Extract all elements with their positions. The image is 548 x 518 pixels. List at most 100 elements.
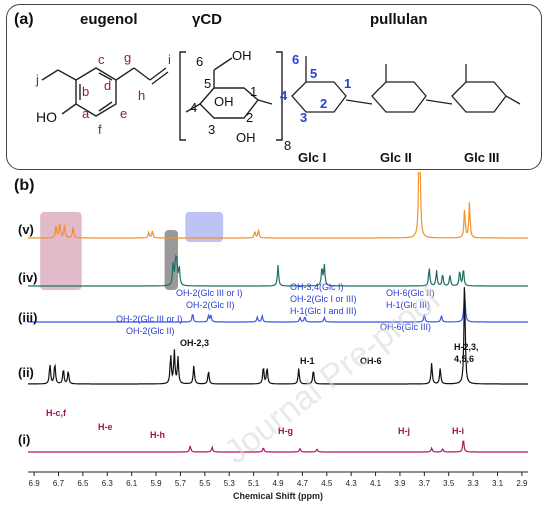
annotation-iii-0: OH-2(Glc III or I)	[176, 288, 243, 298]
annotation-ii-0: OH-2,3	[180, 338, 209, 348]
x-tick-label: 5.1	[248, 479, 260, 488]
cd-number-2: 2	[246, 110, 253, 125]
cd-number-1: 1	[250, 84, 257, 99]
annotation-iii-4: OH-3,4(Glc I)	[290, 282, 344, 292]
x-tick-label: 4.9	[272, 479, 284, 488]
spectrum-trace	[28, 254, 528, 287]
spectrum-trace	[28, 440, 528, 453]
annotation-iii-9: OH-6(Glc III)	[380, 322, 431, 332]
x-tick-label: 4.1	[370, 479, 382, 488]
spectrum-trace	[28, 172, 528, 239]
annotation-iii-5: OH-2(Glc I or III)	[290, 294, 357, 304]
annotation-iii-8: H-1(Glc III)	[386, 300, 430, 310]
eugenol-structure	[41, 67, 169, 117]
pullulan-number-2: 2	[320, 96, 327, 111]
atom-label-e: e	[120, 106, 127, 121]
annotation-ii-1: H-1	[300, 356, 315, 366]
annotations-ii: OH-2,3 H-1 OH-6 H-2,3, 4,5,6	[180, 338, 479, 366]
x-tick-label: 4.3	[346, 479, 358, 488]
trace-label-i: (i)	[18, 432, 30, 447]
gamma-cd-structure	[179, 51, 283, 141]
cd-number-5: 5	[204, 76, 211, 91]
x-tick-label: 3.1	[492, 479, 504, 488]
atom-label-h: h	[138, 88, 145, 103]
unit-label-glc-iii: Glc III	[464, 150, 499, 165]
annotation-iii-7: OH-6(Glc II)	[386, 288, 435, 298]
annotation-iii-1: OH-2(Glc II)	[186, 300, 235, 310]
annotation-ii-3: H-2,3,	[454, 342, 479, 352]
annotation-iii-2: OH-2(Glc III or I)	[116, 314, 183, 324]
title-pullulan: pullulan	[370, 11, 428, 28]
pullulan-number-5: 5	[310, 66, 317, 81]
atom-label-b: b	[82, 84, 89, 99]
cd-number-6: 6	[196, 54, 203, 69]
cd-hydroxyl-6: OH	[232, 48, 252, 63]
nmr-spectra-chart: (b) (v) (iv) (iii) (ii) (i) OH-2(Glc III…	[14, 172, 528, 501]
annotation-i-1: H-e	[98, 422, 113, 432]
x-tick-label: 3.5	[443, 479, 455, 488]
x-tick-label: 5.5	[199, 479, 211, 488]
eugenol-hydroxyl: HO	[36, 109, 57, 125]
atom-label-i: i	[168, 52, 171, 67]
structures-svg: (a) eugenol γCD pullulan j b c d g i h a…	[14, 11, 521, 165]
spectrum-trace	[28, 288, 528, 323]
annotation-ii-4: 4,5,6	[454, 354, 474, 364]
annotation-iii-3: OH-2(Glc II)	[126, 326, 175, 336]
x-tick-label: 3.9	[394, 479, 406, 488]
panel-b-label: (b)	[14, 177, 34, 194]
title-gamma-cd: γCD	[192, 11, 222, 28]
x-tick-label: 2.9	[516, 479, 528, 488]
trace-label-ii: (ii)	[18, 365, 34, 380]
x-tick-label: 4.5	[321, 479, 333, 488]
annotation-i-4: H-j	[398, 426, 410, 436]
pullulan-structure	[291, 56, 521, 113]
trace-label-iii: (iii)	[18, 310, 38, 325]
x-tick-label: 6.9	[29, 479, 41, 488]
atom-label-a: a	[82, 106, 90, 121]
x-tick-label: 6.3	[102, 479, 114, 488]
annotation-ii-2: OH-6	[360, 356, 382, 366]
x-tick-label: 5.7	[175, 479, 187, 488]
trace-label-v: (v)	[18, 222, 34, 237]
panel-a-label: (a)	[14, 11, 34, 28]
annotation-iii-6: H-1(Glc I and III)	[290, 306, 357, 316]
annotation-i-2: H-h	[150, 430, 165, 440]
highlight-region	[40, 212, 82, 290]
annotation-i-5: H-i	[452, 426, 464, 436]
atom-label-d: d	[104, 78, 111, 93]
x-tick-label: 6.7	[53, 479, 65, 488]
highlight-region	[185, 212, 224, 242]
cd-hydroxyl-2: OH	[236, 130, 256, 145]
atom-label-c: c	[98, 52, 105, 67]
annotations-iii: OH-2(Glc III or I) OH-2(Glc II) OH-2(Glc…	[116, 282, 435, 336]
pullulan-number-6: 6	[292, 52, 299, 67]
unit-label-glc-ii: Glc II	[380, 150, 412, 165]
x-tick-label: 3.7	[419, 479, 431, 488]
cd-number-4: 4	[190, 100, 197, 115]
x-tick-label: 3.3	[468, 479, 480, 488]
x-tick-label: 6.1	[126, 479, 138, 488]
annotation-i-3: H-g	[278, 426, 293, 436]
atom-label-f: f	[98, 122, 102, 137]
atom-label-j: j	[35, 72, 39, 87]
cd-number-3: 3	[208, 122, 215, 137]
annotations-i: H-c,f H-e H-h H-g H-j H-i	[46, 408, 464, 440]
x-axis-title: Chemical Shift (ppm)	[233, 491, 323, 501]
x-tick-label: 4.7	[297, 479, 309, 488]
spectrum-trace	[28, 287, 528, 385]
title-eugenol: eugenol	[80, 11, 138, 28]
cd-hydroxyl-3: OH	[214, 94, 234, 109]
atom-label-g: g	[124, 50, 131, 65]
pullulan-number-3: 3	[300, 110, 307, 125]
pullulan-number-1: 1	[344, 76, 351, 91]
panel-a-structures	[6, 4, 542, 170]
unit-label-glc-i: Glc I	[298, 150, 326, 165]
x-tick-label: 5.3	[224, 479, 236, 488]
highlight-region	[164, 230, 178, 290]
cd-repeat-subscript: 8	[284, 138, 291, 153]
x-tick-label: 5.9	[150, 479, 162, 488]
annotation-i-0: H-c,f	[46, 408, 67, 418]
trace-label-iv: (iv)	[18, 270, 38, 285]
x-tick-label: 6.5	[77, 479, 89, 488]
pullulan-number-4: 4	[280, 88, 288, 103]
